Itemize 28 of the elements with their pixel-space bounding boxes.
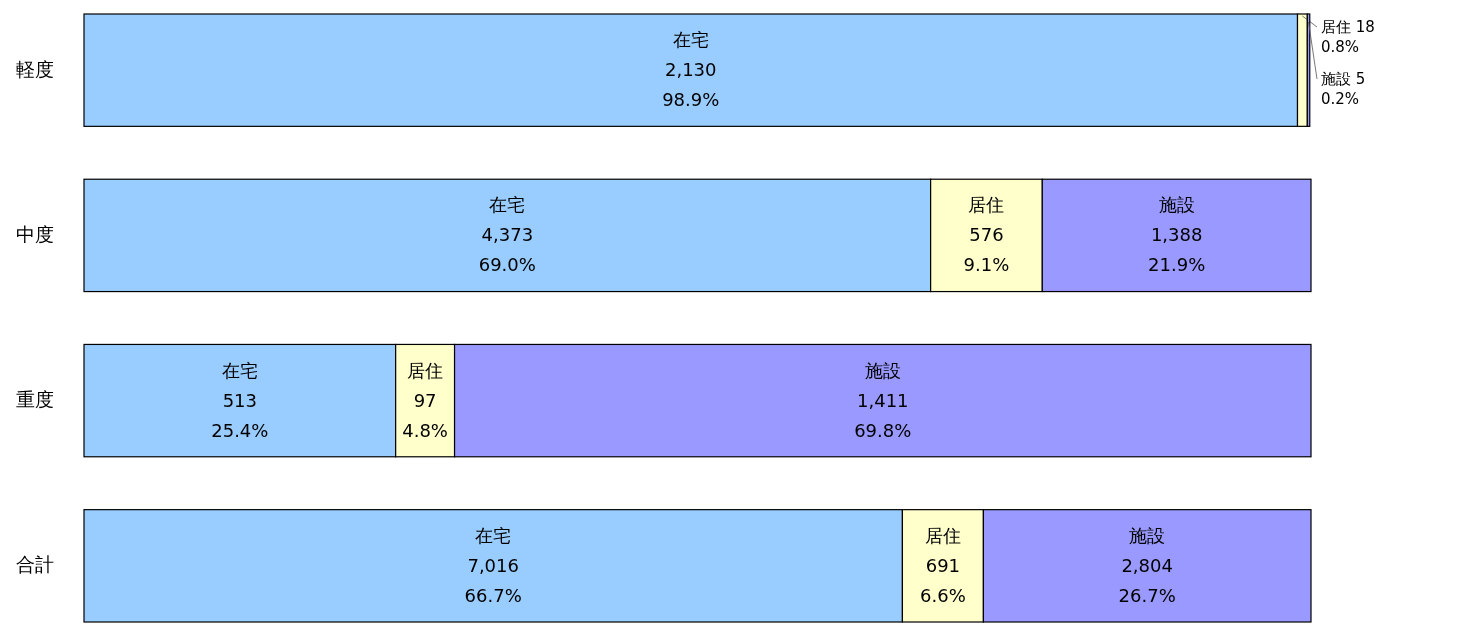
text: 居住 [924, 524, 961, 546]
text: 0.8% [1321, 38, 1360, 56]
data-label: 576 9.1% [963, 224, 1010, 276]
data-label: 513 25.4% [211, 389, 269, 441]
text: 在宅 [221, 359, 258, 381]
data-label: 1,411 69.8% [854, 389, 912, 441]
y-tick-label: 合計 [16, 553, 54, 576]
text: 居住 [968, 194, 1005, 216]
y-tick-label: 軽度 [16, 57, 54, 80]
text: 在宅 [475, 524, 512, 546]
text: 居住 18 [1321, 18, 1375, 36]
series-label: 在宅 [489, 194, 526, 216]
text: 0.2% [1321, 90, 1360, 108]
data-label: 7,016 66.7% [464, 554, 522, 606]
series-label: 施設 [1158, 194, 1195, 216]
data-label: 97 4.8% [402, 389, 448, 441]
data-label: 2,804 26.7% [1118, 554, 1176, 606]
text: 施設 5 [1321, 70, 1366, 88]
data-label: 2,130 98.9% [662, 59, 720, 111]
data-label: 1,388 21.9% [1148, 224, 1206, 276]
text: 在宅 [672, 29, 709, 51]
y-tick-label: 中度 [16, 222, 54, 245]
data-label: 4,373 69.0% [478, 224, 536, 276]
data-label: 691 6.6% [920, 554, 966, 606]
series-label: 居住 [407, 359, 444, 381]
text: 施設 [1129, 524, 1166, 546]
text: 施設 [864, 359, 901, 381]
y-tick-label: 重度 [16, 388, 54, 411]
